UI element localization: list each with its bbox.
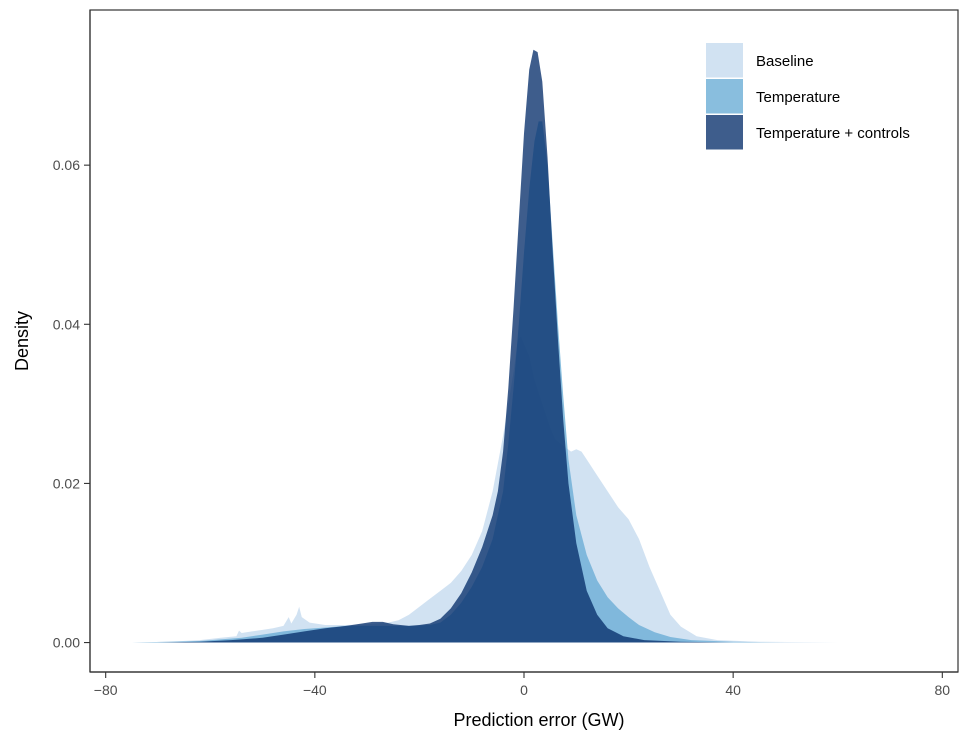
legend-label-baseline: Baseline — [756, 53, 814, 70]
legend-key-temperature-controls — [706, 115, 743, 150]
x-tick-label: 80 — [935, 682, 951, 698]
y-axis-ticks: 0.00 0.02 0.04 0.06 — [53, 157, 90, 651]
legend-label-temperature-controls: Temperature + controls — [756, 125, 910, 142]
y-tick-label: 0.02 — [53, 475, 80, 491]
y-axis-title: Density — [12, 311, 32, 371]
x-tick-label: −80 — [94, 682, 118, 698]
x-axis-ticks: −80 −40 0 40 80 — [94, 672, 950, 698]
y-tick-label: 0.06 — [53, 157, 80, 173]
x-tick-label: 40 — [725, 682, 741, 698]
legend-label-temperature: Temperature — [756, 89, 840, 106]
legend-key-temperature — [706, 79, 743, 114]
plot-panel-border — [89, 9, 959, 673]
y-tick-label: 0.04 — [53, 316, 80, 332]
x-tick-label: −40 — [303, 682, 327, 698]
x-axis-title: Prediction error (GW) — [453, 710, 624, 730]
legend: Baseline Temperature Temperature + control… — [706, 43, 910, 150]
density-series-layer — [131, 49, 838, 643]
x-tick-label: 0 — [520, 682, 528, 698]
y-tick-label: 0.00 — [53, 635, 80, 651]
legend-key-baseline — [706, 43, 743, 78]
